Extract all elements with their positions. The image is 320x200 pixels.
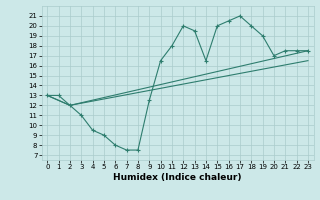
X-axis label: Humidex (Indice chaleur): Humidex (Indice chaleur) (113, 173, 242, 182)
